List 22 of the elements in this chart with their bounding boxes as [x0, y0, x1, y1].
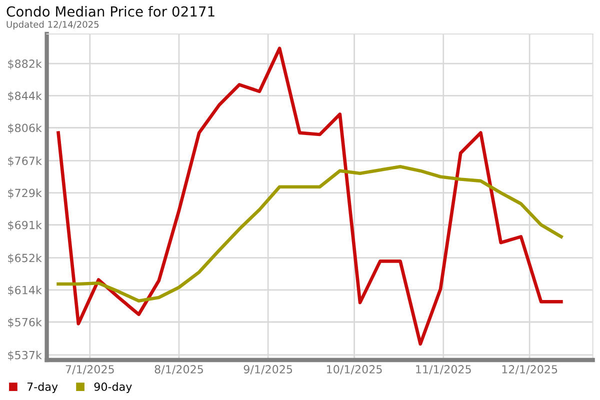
legend-label: 7-day	[27, 382, 58, 394]
y-tick-label: $729k	[8, 188, 42, 199]
y-tick-label: $806k	[8, 124, 42, 134]
y-tick-label: $844k	[8, 91, 42, 102]
x-tick-label: 9/1/2025	[244, 365, 292, 374]
x-tick-label: 11/1/2025	[416, 365, 471, 374]
x-tick-label: 8/1/2025	[154, 365, 203, 374]
x-tick-label: 12/1/2025	[502, 365, 558, 374]
y-tick-label: $614k	[8, 286, 42, 296]
y-tick-label: $576k	[8, 318, 42, 328]
y-tick-label: $652k	[8, 254, 42, 264]
chart-subtitle: Updated 12/14/2025	[6, 20, 99, 30]
line-series	[56, 164, 563, 303]
y-tick-label: $882k	[8, 59, 42, 70]
y-tick-label: $691k	[8, 220, 42, 231]
legend-label: 90-day	[94, 382, 132, 394]
x-tick-label: 10/1/2025	[327, 365, 382, 374]
line-series	[56, 46, 563, 346]
chart-title: Condo Median Price for 02171	[6, 6, 214, 17]
x-tick-label: 7/1/2025	[66, 365, 114, 374]
y-tick-label: $537k	[8, 350, 42, 361]
y-tick-label: $767k	[8, 156, 42, 167]
